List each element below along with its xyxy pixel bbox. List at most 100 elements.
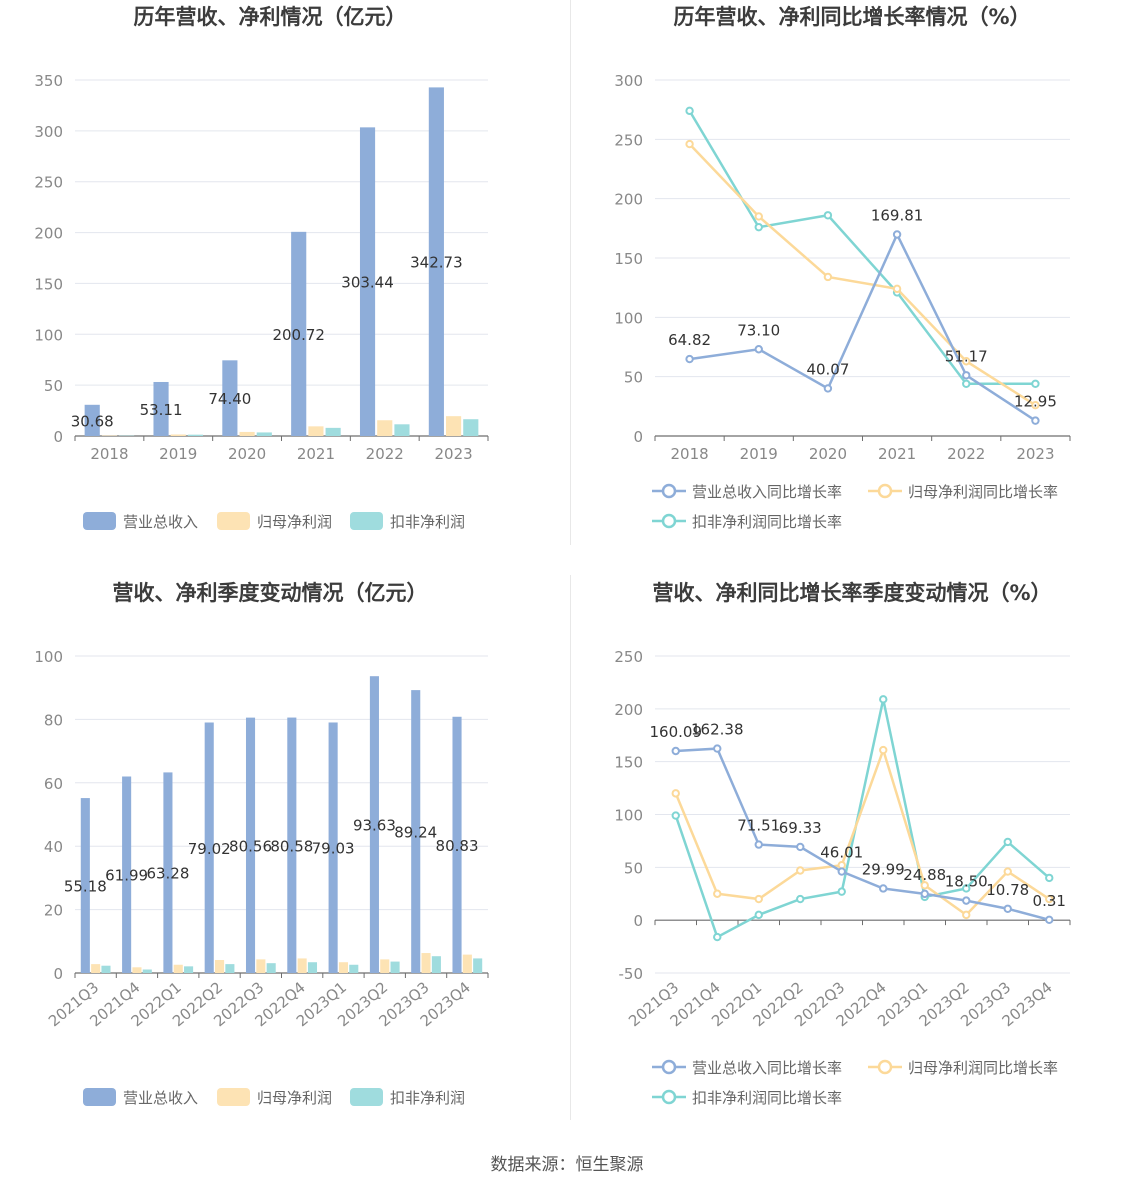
chart4-legend-label: 营业总收入同比增长率 [692,1059,842,1077]
chart3-legend-label: 扣非净利润 [390,1089,465,1107]
chart3-legend-swatch [217,1088,250,1106]
chart2-point-value-label: 64.82 [668,331,711,349]
chart3-bar-net-profit [462,954,472,973]
chart4-point-value-label: 0.31 [1033,892,1066,910]
chart2-point-net [962,357,971,366]
chart4-point-net [879,745,888,755]
chart1-y-tick-label: 350 [34,72,63,90]
chart2-y-tick-label: 100 [614,309,643,327]
chart2-point-revenue [962,371,971,380]
chart1-y-tick-label: 100 [34,326,63,344]
chart3-bar-value-label: 80.83 [436,837,479,855]
chart3-legend-swatch [350,1088,383,1106]
chart4-legend-label: 扣非净利润同比增长率 [692,1089,842,1107]
chart4-point-revenue [879,884,888,893]
chart1-bar-deducted-profit [394,424,410,436]
chart3-bar-deducted-profit [101,965,111,973]
chart1-bar-revenue [84,404,100,436]
chart4-point-value-label: 160.09 [650,723,703,741]
chart3-y-tick-label: 0 [53,965,63,983]
chart2-point-revenue [892,230,902,239]
chart2-legend-label: 营业总收入同比增长率 [692,483,842,501]
chart3-bar-value-label: 80.58 [270,837,313,855]
column-divider-bottom [570,575,571,1120]
chart1-title: 历年营收、净利情况（亿元） [134,5,407,29]
chart1-y-tick-label: 200 [34,225,63,243]
chart2-point-deducted [685,106,694,116]
chart2-x-tick-label: 2021 [878,445,916,463]
chart2-x-tick-label: 2023 [1016,445,1054,463]
chart4-point-revenue [1045,915,1054,925]
chart1-bar-revenue [428,87,444,437]
chart1-legend-swatch [350,512,383,530]
chart1-x-tick-label: 2022 [366,445,404,463]
chart2-x-tick-label: 2019 [740,445,778,463]
chart3-bar-revenue [204,722,214,973]
chart3-bar-value-label: 55.18 [64,878,107,896]
chart3-bar-revenue [287,717,297,973]
chart1-bar-value-label: 74.40 [208,390,251,408]
chart3-bar-net-profit [380,959,390,973]
chart4-point-value-label: 69.33 [779,819,822,837]
chart3-bar-revenue [80,798,90,973]
chart3-bar-revenue [369,676,379,973]
chart2-y-tick-label: 150 [614,250,643,268]
chart3-y-tick-label: 40 [44,838,63,856]
chart2-legend-marker [661,483,677,499]
chart2-point-revenue [754,345,763,354]
chart1-x-tick-label: 2020 [228,445,266,463]
chart4-line-revenue [675,747,1050,922]
chart2-x-tick-label: 2018 [670,445,708,463]
chart2-point-value-label: 40.07 [806,360,849,378]
chart3-y-tick-label: 100 [34,648,63,666]
chart4-point-net [1003,867,1012,876]
chart1-bar-revenue [222,360,238,436]
chart2-legend-marker [877,483,893,499]
chart4-point-value-label: 10.78 [986,881,1029,899]
chart1-bar-value-label: 342.73 [410,254,463,272]
chart3-legend-swatch [83,1088,116,1106]
chart1-y-tick-label: 0 [53,428,63,446]
data-source-note: 数据来源：恒生聚源 [490,1155,644,1175]
chart1-bar-revenue [153,381,169,436]
chart3-bar-net-profit [297,958,307,973]
chart1-legend-swatch [83,512,116,530]
chart2-point-revenue [823,384,833,393]
chart3-bar-deducted-profit [431,956,441,973]
chart4-point-deducted [754,910,763,920]
chart2-legend-label: 归母净利润同比增长率 [908,483,1058,501]
chart2-point-revenue [1031,416,1040,425]
chart1-bar-revenue [359,127,376,437]
chart1-bar-value-label: 30.68 [71,412,114,430]
chart4-y-tick-label: 50 [624,859,643,877]
chart4-point-value-label: 162.38 [691,721,744,739]
chart2-x-tick-label: 2022 [947,445,985,463]
chart4-point-revenue [713,744,722,753]
chart3-bar-deducted-profit [184,966,194,973]
chart3-bar-revenue [452,716,462,973]
chart1-bar-net-profit [377,420,393,436]
chart3-bar-deducted-profit [473,958,483,973]
chart3-bar-net-profit [215,960,225,973]
chart4-point-net [962,910,971,920]
chart4-point-net [713,889,722,898]
chart3-bar-deducted-profit [266,963,276,973]
chart4-y-tick-label: -50 [619,965,644,983]
chart1-y-tick-label: 250 [34,174,63,192]
chart3-bar-value-label: 79.02 [188,840,231,858]
chart2-point-deducted [754,222,763,232]
chart2-point-net [685,139,694,149]
chart2-legend-marker [661,513,677,529]
chart2-point-deducted [823,211,833,220]
chart1-x-tick-label: 2023 [434,445,472,463]
chart2-title: 历年营收、净利同比增长率情况（%） [673,5,1030,29]
chart4-point-revenue [837,867,846,876]
chart1-bar-value-label: 303.44 [341,274,394,292]
chart2-line-revenue [689,231,1037,422]
chart3-bar-deducted-profit [225,964,235,973]
chart2-y-tick-label: 300 [614,72,643,90]
chart1-bar-deducted-profit [463,419,479,436]
chart1-bar-net-profit [446,416,462,436]
chart4-point-value-label: 46.01 [820,844,863,862]
chart4-point-deducted [962,884,971,893]
